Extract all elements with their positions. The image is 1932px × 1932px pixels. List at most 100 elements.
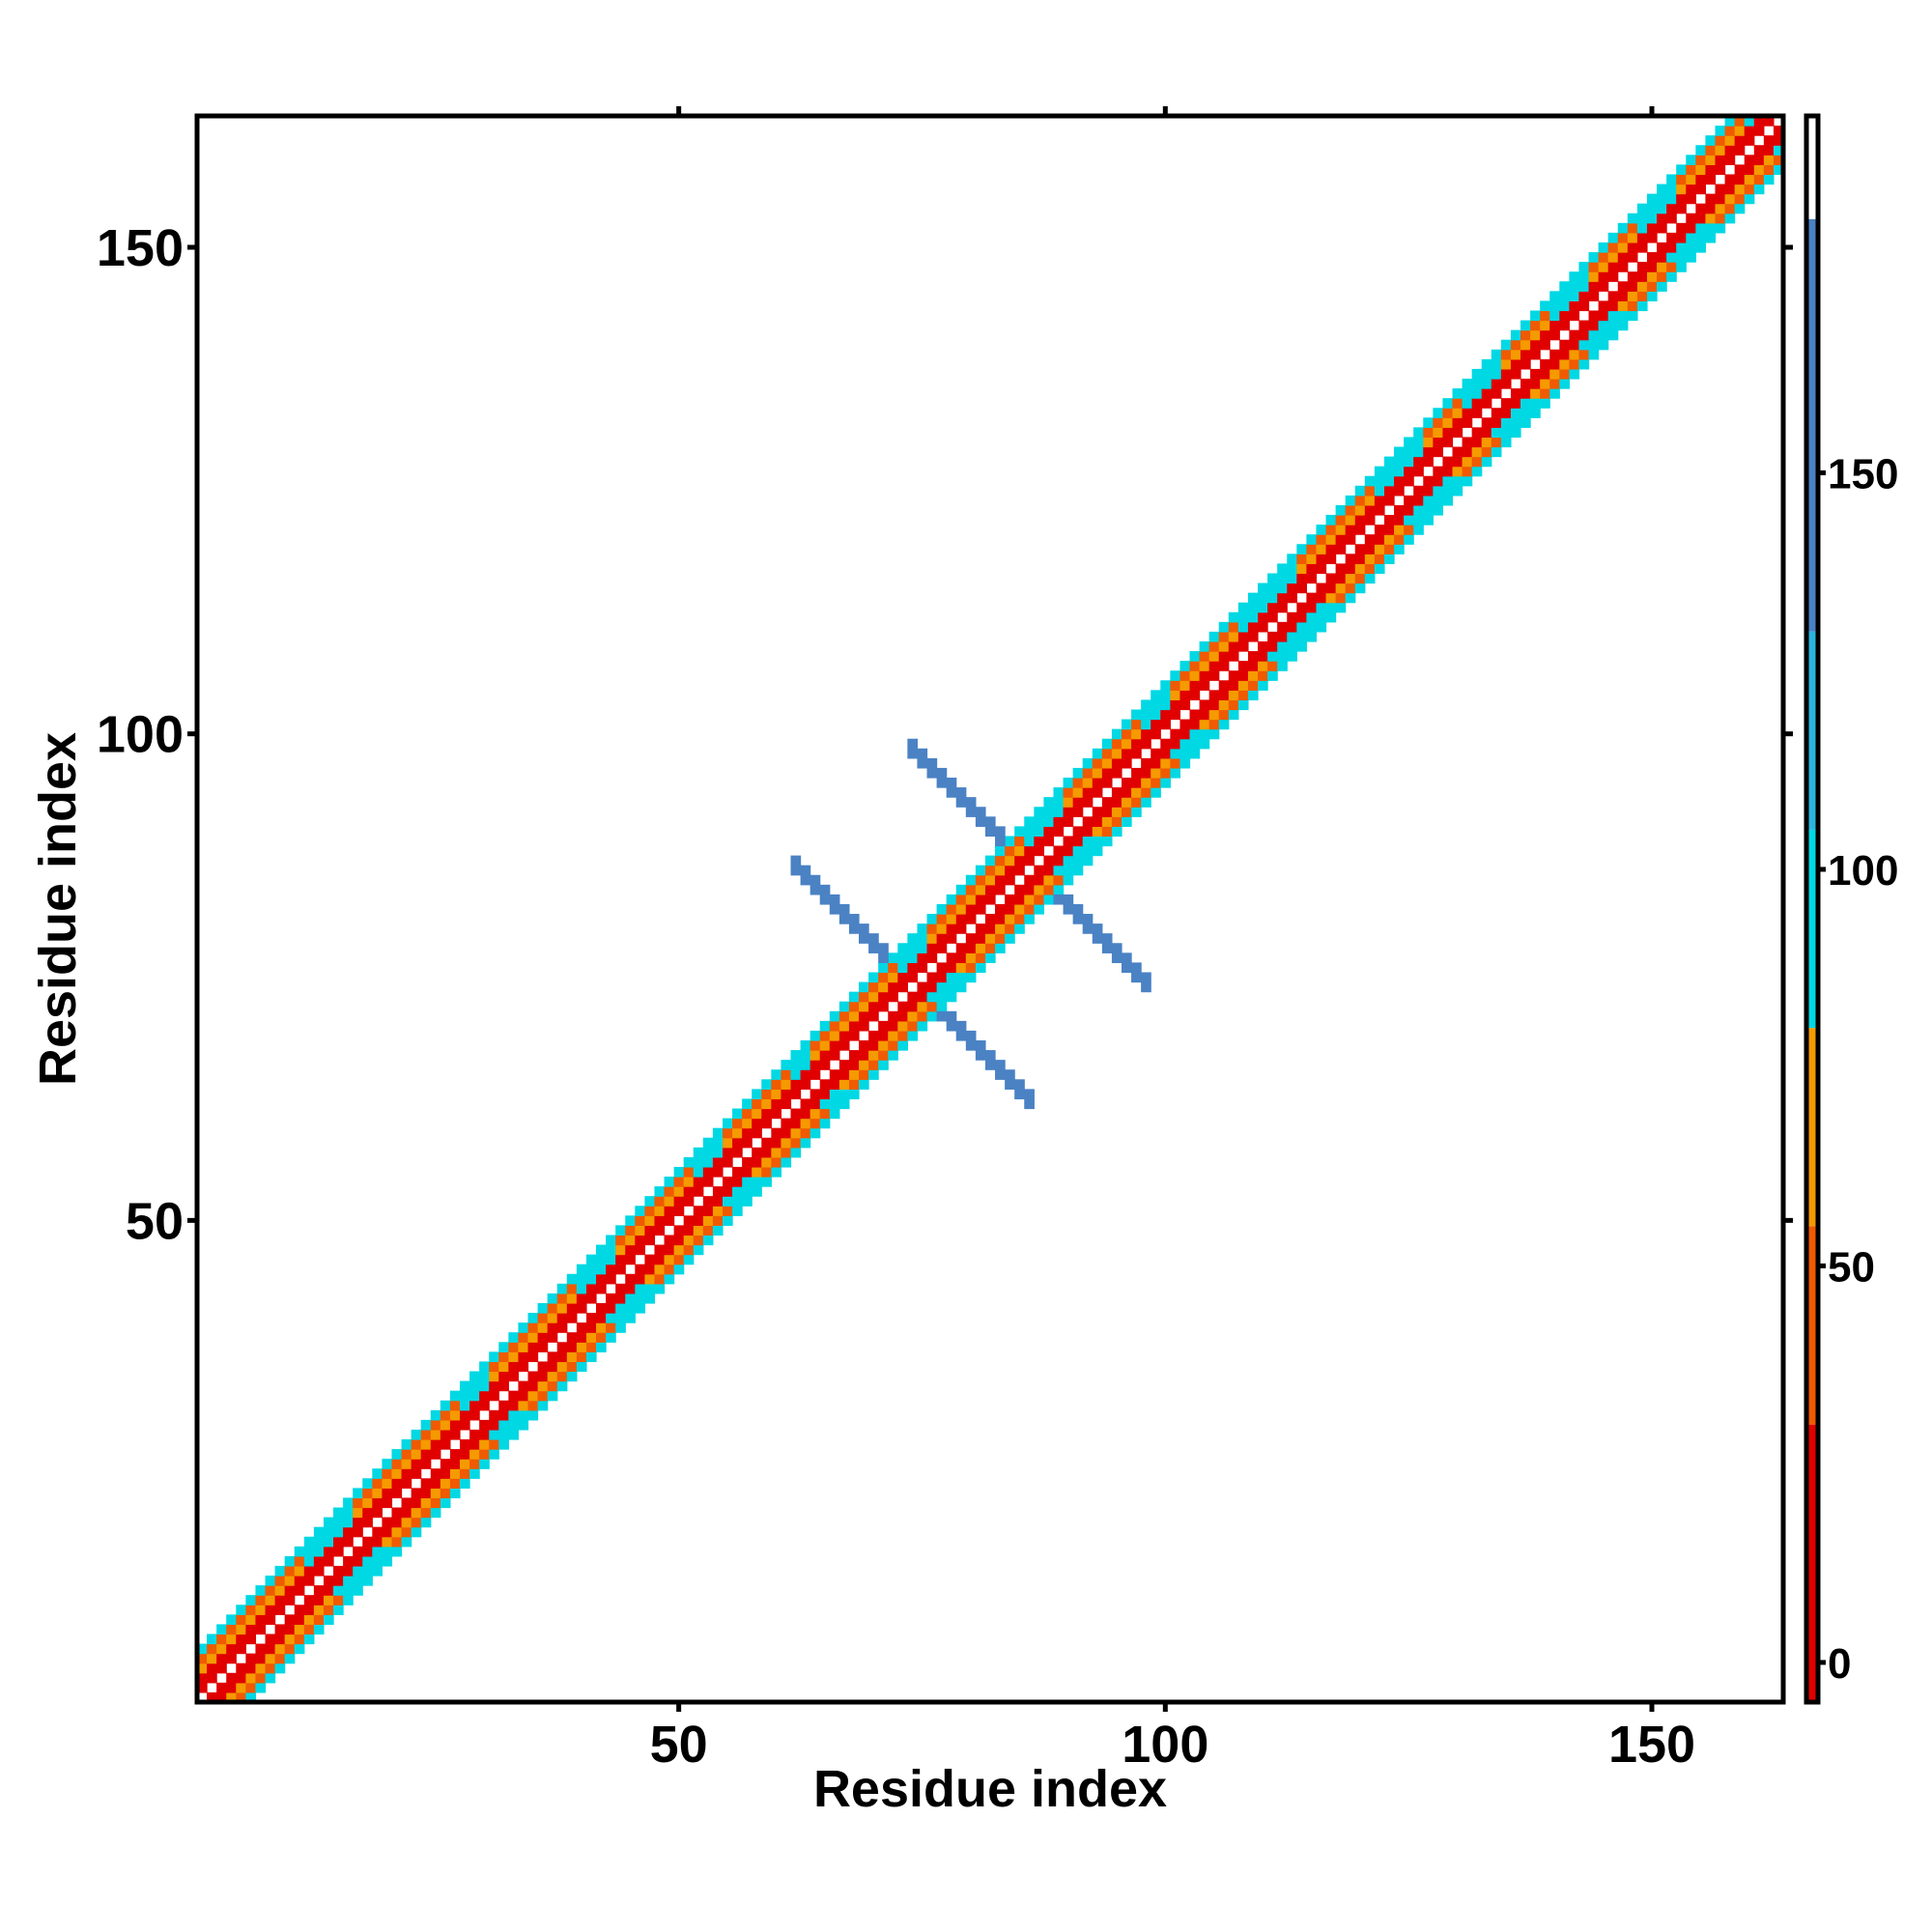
heatmap-cell <box>1043 884 1055 895</box>
heatmap-cell <box>1267 640 1278 652</box>
heatmap-cell <box>722 1147 733 1158</box>
heatmap-cell <box>1141 797 1151 808</box>
heatmap-cell <box>1588 339 1600 351</box>
heatmap-cell <box>1258 680 1268 691</box>
heatmap-cell <box>1383 554 1395 564</box>
heatmap-cell <box>1092 757 1103 769</box>
heatmap-cell <box>1744 164 1755 176</box>
heatmap-cell <box>1218 719 1230 730</box>
heatmap-cell <box>323 1595 334 1605</box>
plot-frame <box>194 113 1786 1705</box>
heatmap-cell <box>673 1235 685 1246</box>
heatmap-cell <box>810 1050 821 1061</box>
heatmap-cell <box>810 1030 821 1041</box>
heatmap-cell <box>1199 699 1210 711</box>
heatmap-cell <box>995 1069 1006 1080</box>
heatmap-cell <box>372 1468 383 1479</box>
heatmap-cell <box>489 1419 499 1431</box>
heatmap-cell <box>1170 709 1181 721</box>
heatmap-cell <box>1763 155 1775 165</box>
heatmap-cell <box>1500 417 1512 428</box>
heatmap-cell <box>742 1118 753 1129</box>
heatmap-cell <box>1151 757 1161 769</box>
heatmap-cell <box>459 1400 470 1411</box>
heatmap-cell <box>955 884 967 895</box>
heatmap-cell <box>1404 495 1414 506</box>
heatmap-cell <box>936 1010 948 1022</box>
heatmap-cell <box>1715 155 1726 165</box>
heatmap-cell <box>829 1050 840 1061</box>
heatmap-cell <box>1296 621 1307 633</box>
heatmap-cell <box>1354 504 1366 516</box>
heatmap-cell <box>955 923 967 934</box>
heatmap-cell <box>635 1215 645 1226</box>
heatmap-cell <box>1306 621 1318 633</box>
heatmap-cell <box>1306 573 1318 584</box>
heatmap-cell <box>1676 164 1687 176</box>
heatmap-cell <box>265 1585 276 1596</box>
heatmap-cell <box>1335 602 1347 613</box>
heatmap-cell <box>1646 222 1658 234</box>
heatmap-cell <box>1695 232 1707 243</box>
heatmap-cell <box>1043 894 1055 905</box>
heatmap-cell <box>810 1108 821 1120</box>
heatmap-cell <box>1705 203 1717 214</box>
heatmap-cell <box>1636 291 1648 301</box>
heatmap-cell <box>1413 515 1424 526</box>
heatmap-cell <box>1676 174 1687 185</box>
heatmap-cell <box>995 865 1006 876</box>
heatmap-cell <box>1549 310 1560 322</box>
heatmap-cell <box>1034 816 1044 827</box>
heatmap-cell <box>732 1118 743 1129</box>
heatmap-cell <box>585 1342 597 1352</box>
heatmap-cell <box>897 1010 908 1022</box>
heatmap-cell <box>236 1643 246 1655</box>
heatmap-cell <box>752 1118 762 1129</box>
heatmap-cell <box>343 1565 354 1577</box>
heatmap-cell <box>1657 281 1667 292</box>
heatmap-cell <box>207 1634 217 1645</box>
heatmap-cell <box>1471 446 1483 458</box>
heatmap-cell <box>1471 388 1483 399</box>
heatmap-cell <box>965 952 977 963</box>
heatmap-cell <box>752 1177 762 1187</box>
heatmap-cell <box>1695 222 1707 234</box>
heatmap-cell <box>459 1468 470 1479</box>
heatmap-cell <box>1520 358 1531 370</box>
heatmap-cell <box>606 1264 616 1275</box>
heatmap-cell <box>518 1409 529 1421</box>
heatmap-cell <box>606 1332 616 1343</box>
heatmap-cell <box>693 1177 704 1187</box>
heatmap-cell <box>1014 826 1025 838</box>
heatmap-cell <box>1170 738 1181 750</box>
heatmap-cell <box>1715 213 1726 224</box>
heatmap-cell <box>1510 368 1521 380</box>
heatmap-cell <box>829 903 840 915</box>
heatmap-cell <box>1082 826 1094 838</box>
heatmap-cell <box>1569 349 1580 360</box>
heatmap-cell <box>489 1429 499 1440</box>
heatmap-cell <box>566 1293 578 1304</box>
heatmap-cell <box>790 855 802 867</box>
heatmap-cell <box>975 903 986 915</box>
heatmap-cell <box>1364 534 1376 545</box>
heatmap-cell <box>1179 680 1191 691</box>
heatmap-cell <box>284 1653 296 1664</box>
heatmap-cell <box>1160 738 1171 750</box>
heatmap-cell <box>673 1254 685 1265</box>
heatmap-cell <box>1063 903 1074 915</box>
heatmap-cell <box>1686 184 1696 195</box>
heatmap-cell <box>1345 525 1356 535</box>
heatmap-cell <box>556 1293 568 1304</box>
heatmap-cell <box>1101 943 1113 953</box>
heatmap-cell <box>1413 456 1424 468</box>
heatmap-cell <box>1208 661 1220 671</box>
heatmap-cell <box>294 1614 305 1626</box>
heatmap-cell <box>693 1225 704 1236</box>
heatmap-cell <box>518 1419 529 1431</box>
heatmap-cell <box>1034 845 1044 857</box>
heatmap-cell <box>907 1030 919 1041</box>
heatmap-cell <box>265 1634 276 1645</box>
heatmap-cell <box>1335 573 1347 584</box>
heatmap-cell <box>615 1302 626 1314</box>
